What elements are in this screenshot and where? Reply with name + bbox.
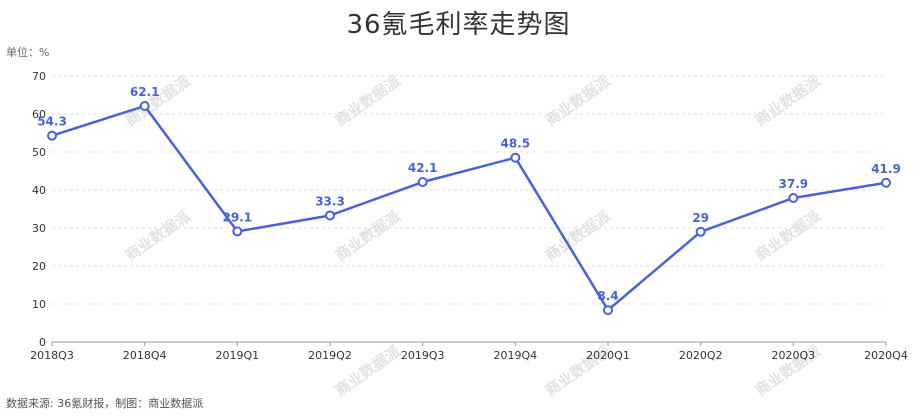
source-note: 数据来源: 36氪财报，制图：商业数据派 [6,397,204,410]
x-tick-label: 2020Q4 [864,349,908,362]
data-label: 33.3 [315,194,345,208]
data-labels: 54.3 62.1 29.1 33.3 42.1 48.5 8.4 29 37.9 41.9 [37,85,901,303]
data-label: 62.1 [130,85,160,99]
data-label: 54.3 [37,115,67,129]
data-points [47,101,891,316]
data-point [788,192,799,203]
y-tick-label: 60 [32,108,46,121]
data-label: 48.5 [501,137,531,151]
chart-title: 36氪毛利率走势图 [346,10,571,40]
x-tick-label: 2019Q2 [308,349,352,362]
y-axis: 0 10 20 30 40 50 60 70 [32,70,46,349]
x-tick-label: 2019Q1 [216,349,260,362]
x-tick-label: 2018Q3 [30,349,74,362]
series-line [51,104,887,312]
x-tick-label: 2018Q4 [123,349,167,362]
y-tick-label: 30 [32,222,46,235]
x-tick-label: 2020Q2 [679,349,723,362]
data-point [695,226,706,237]
data-point [325,210,335,221]
data-point [881,177,891,188]
y-tick-label: 40 [32,184,46,197]
grid-lines [52,75,886,305]
unit-label: 单位：% [6,46,50,59]
x-tick-label: 2019Q4 [494,349,538,362]
data-point [139,101,150,112]
y-tick-label: 10 [32,298,46,311]
y-tick-label: 50 [32,146,46,159]
data-label: 41.9 [871,162,901,176]
y-tick-label: 70 [32,70,46,83]
data-label: 29 [692,211,709,225]
data-label: 29.1 [223,210,253,224]
data-label: 37.9 [779,177,809,191]
y-tick-label: 0 [39,336,46,349]
data-label: 8.4 [597,289,618,303]
series-polyline [51,104,887,312]
x-tick-label: 2019Q3 [401,349,445,362]
y-tick-label: 20 [32,260,46,273]
data-label: 42.1 [408,161,438,175]
x-tick-label: 2020Q1 [586,349,630,362]
data-point [47,130,57,141]
data-point [510,152,521,163]
data-point [417,177,428,188]
data-point [232,226,243,237]
data-point [603,305,613,316]
x-tick-label: 2020Q3 [772,349,816,362]
x-axis: 2018Q3 2018Q4 2019Q1 2019Q2 2019Q3 2019Q4 2020… [30,341,908,362]
